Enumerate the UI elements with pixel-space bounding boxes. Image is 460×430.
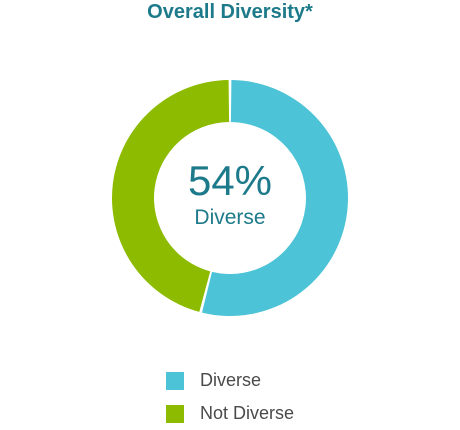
- chart-title: Overall Diversity*: [147, 1, 313, 23]
- legend-item-diverse: Diverse: [166, 364, 294, 397]
- donut-chart: [111, 80, 348, 316]
- legend-swatch-not-diverse: [166, 404, 184, 423]
- center-value: 54%: [187, 157, 273, 204]
- legend: Diverse Not Diverse: [166, 364, 294, 430]
- legend-label-not-diverse: Not Diverse: [200, 403, 295, 423]
- legend-item-not-diverse: Not Diverse: [166, 397, 294, 430]
- center-label: Diverse: [194, 206, 266, 229]
- donut-slice-diverse: [202, 80, 348, 316]
- donut-slice-not-diverse: [111, 80, 230, 312]
- legend-label-diverse: Diverse: [200, 370, 262, 390]
- legend-swatch-diverse: [166, 371, 184, 390]
